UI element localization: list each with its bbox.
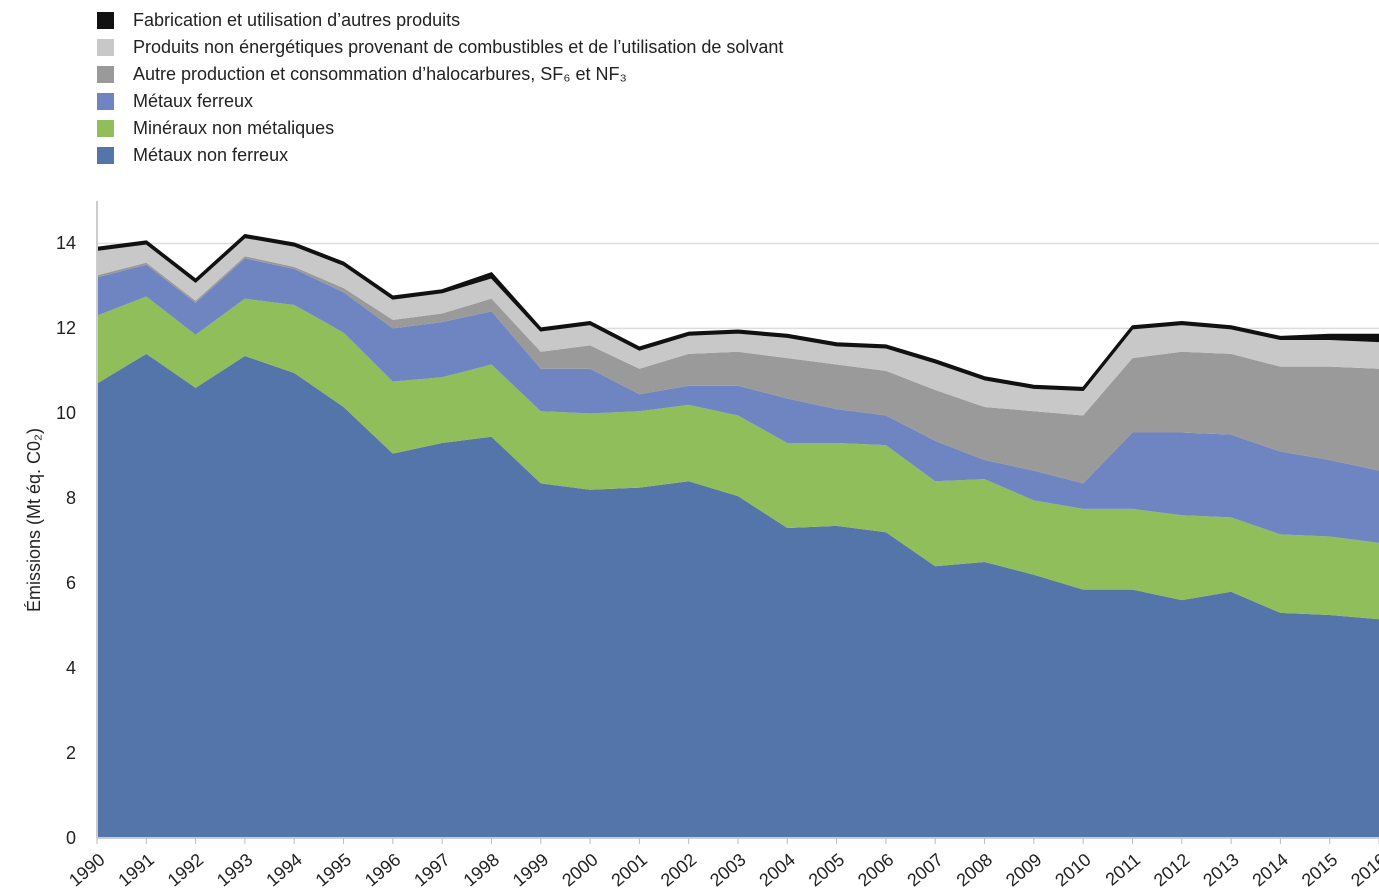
x-tick-label: 2009 xyxy=(1002,849,1046,890)
area xyxy=(97,258,1379,543)
x-tick-label: 2008 xyxy=(953,849,997,890)
x-tick-label: 2003 xyxy=(706,849,750,890)
y-tick-label: 0 xyxy=(66,828,76,848)
x-tick-label: 2000 xyxy=(558,849,602,890)
x-tick-label: 2007 xyxy=(903,849,947,890)
x-tick-label: 1993 xyxy=(213,849,257,890)
x-tick-label: 1992 xyxy=(164,849,208,890)
legend-swatch xyxy=(97,39,114,56)
y-axis-title: Émissions (Mt éq. C0₂) xyxy=(24,428,44,612)
x-tick-label: 1996 xyxy=(361,849,405,890)
x-tick-label: 2011 xyxy=(1102,849,1145,889)
y-tick-label: 6 xyxy=(66,573,76,593)
x-tick-label: 2010 xyxy=(1051,849,1095,890)
x-tick-label: 2002 xyxy=(657,849,701,890)
x-tick-label: 1999 xyxy=(509,849,553,890)
x-tick-label: 1995 xyxy=(312,849,356,890)
x-tick-label: 1991 xyxy=(114,849,158,890)
y-tick-label: 10 xyxy=(56,403,76,423)
x-tick-label: 1998 xyxy=(460,849,504,890)
legend-label: Métaux ferreux xyxy=(133,91,253,111)
x-tick-label: 2016 xyxy=(1347,849,1379,890)
legend-label: Métaux non ferreux xyxy=(133,145,288,165)
y-tick-label: 8 xyxy=(66,488,76,508)
legend-label: Autre production et consommation d’haloc… xyxy=(133,64,627,84)
x-tick-label: 1994 xyxy=(262,849,306,890)
x-tick-label: 1997 xyxy=(410,849,454,890)
x-tick-label: 2004 xyxy=(755,849,799,890)
x-tick-label: 2006 xyxy=(854,849,898,890)
legend-swatch xyxy=(97,147,114,164)
legend-label: Minéraux non métaliques xyxy=(133,118,334,138)
legend-label: Fabrication et utilisation d’autres prod… xyxy=(133,10,460,30)
y-tick-label: 2 xyxy=(66,743,76,763)
y-tick-label: 14 xyxy=(56,233,76,253)
y-tick-label: 4 xyxy=(66,658,76,678)
x-tick-label: 2014 xyxy=(1248,849,1292,890)
legend-swatch xyxy=(97,12,114,29)
x-tick-label: 2012 xyxy=(1150,849,1194,890)
x-tick-label: 1990 xyxy=(65,849,109,890)
legend-swatch xyxy=(97,120,114,137)
x-tick-label: 2013 xyxy=(1199,849,1243,890)
x-tick-label: 2005 xyxy=(805,849,849,890)
area xyxy=(97,256,1379,484)
legend-label: Produits non énergétiques provenant de c… xyxy=(133,37,783,57)
area xyxy=(97,353,1379,838)
y-tick-label: 12 xyxy=(56,318,76,338)
legend-swatch xyxy=(97,93,114,110)
area xyxy=(97,296,1379,620)
x-tick-label: 2015 xyxy=(1298,849,1342,890)
x-tick-label: 2001 xyxy=(607,849,651,890)
legend-swatch xyxy=(97,66,114,83)
area xyxy=(96,233,1379,391)
